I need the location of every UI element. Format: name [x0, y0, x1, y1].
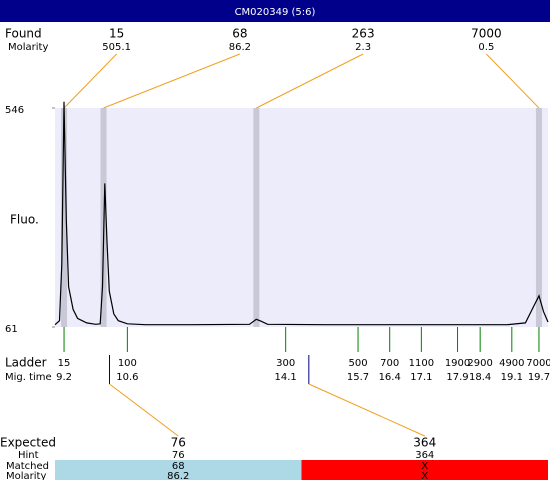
ladder-size: 7000 — [526, 358, 550, 369]
expected-connector — [308, 383, 425, 437]
ladder-time: 17.1 — [410, 372, 432, 383]
mig-time-label: Mig. time — [5, 372, 52, 383]
found-molarity: 2.3 — [355, 42, 371, 53]
match-cell — [301, 460, 548, 480]
ladder-size: 1900 — [445, 358, 470, 369]
found-size: 263 — [352, 27, 375, 41]
y-axis-label: Fluo. — [10, 213, 39, 227]
ladder-size: 300 — [276, 358, 295, 369]
hint-label: Hint — [18, 450, 39, 461]
ladder-label: Ladder — [5, 356, 47, 370]
found-size: 15 — [109, 27, 124, 41]
ladder-time: 17.9 — [446, 372, 468, 383]
ladder-size: 100 — [118, 358, 137, 369]
expected-label: Expected — [0, 436, 56, 450]
peak-connector — [256, 53, 364, 109]
plot-background — [55, 108, 548, 327]
found-molarity: 505.1 — [102, 42, 131, 53]
found-molarity: 0.5 — [478, 42, 494, 53]
expected-molarity: 86.2 — [167, 471, 189, 480]
peak-band — [535, 108, 542, 327]
peak-connector — [63, 53, 117, 109]
expected-size: 364 — [413, 436, 436, 450]
expected-size: 76 — [171, 436, 186, 450]
peak-connector — [486, 53, 540, 109]
ladder-size: 500 — [348, 358, 367, 369]
matched-label: Matched — [6, 461, 49, 472]
match-cell — [55, 460, 302, 480]
ladder-time: 16.4 — [379, 372, 401, 383]
ladder-time: 10.6 — [116, 372, 138, 383]
ladder-time: 19.1 — [501, 372, 523, 383]
ladder-size: 2900 — [467, 358, 492, 369]
ladder-size: 700 — [380, 358, 399, 369]
molarity-label: Molarity — [8, 42, 48, 53]
y-tick-label: 546 — [5, 105, 24, 116]
ladder-size: 4900 — [499, 358, 524, 369]
ladder-time: 18.4 — [469, 372, 491, 383]
ladder-time: 19.7 — [528, 372, 550, 383]
peak-band — [253, 108, 260, 327]
ladder-time: 15.7 — [347, 372, 369, 383]
found-size: 68 — [232, 27, 247, 41]
peak-connector — [103, 53, 241, 109]
found-label: Found — [5, 27, 42, 41]
expected-hint: 76 — [172, 450, 185, 461]
trace — [54, 101, 549, 326]
found-molarity: 86.2 — [229, 42, 251, 53]
expected-connector — [109, 383, 179, 437]
ladder-size: 1100 — [409, 358, 434, 369]
expected-molarity: X — [421, 471, 428, 480]
ladder-time: 14.1 — [275, 372, 297, 383]
expected-matched: 68 — [172, 461, 185, 472]
ladder-time: 9.2 — [56, 372, 72, 383]
y-tick-label: 61 — [5, 324, 18, 335]
molarity-label: Molarity — [6, 471, 46, 480]
expected-hint: 364 — [415, 450, 434, 461]
title-bar — [0, 0, 550, 22]
ladder-size: 15 — [58, 358, 71, 369]
expected-matched: X — [421, 461, 428, 472]
found-size: 7000 — [471, 27, 502, 41]
peak-band — [61, 108, 68, 327]
title: CM020349 (5:6) — [235, 7, 316, 18]
